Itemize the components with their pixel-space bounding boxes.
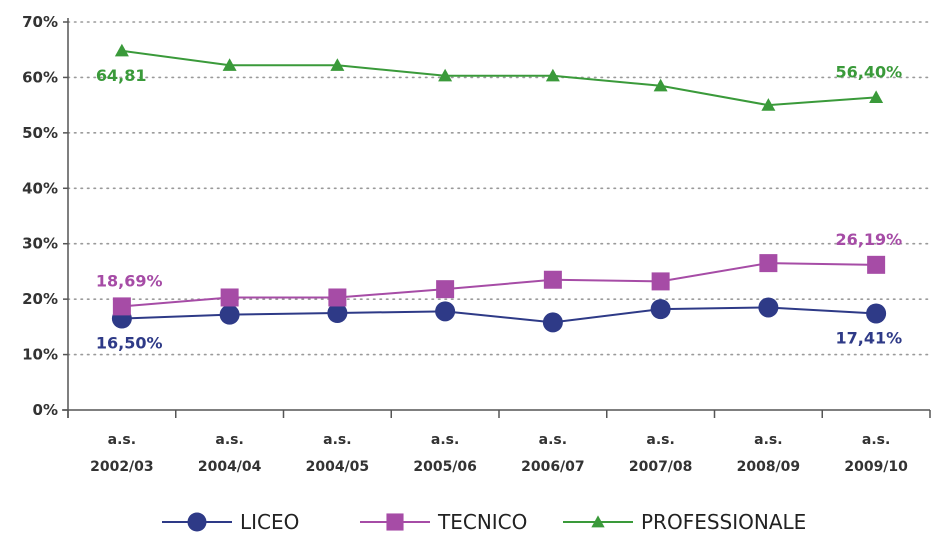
- x-tick-label: 2004/05: [306, 459, 370, 475]
- data-label: 17,41%: [835, 328, 902, 347]
- data-point-tecnico: [328, 288, 347, 307]
- x-tick-label: a.s.: [323, 432, 351, 448]
- data-point-liceo: [327, 303, 348, 323]
- x-tick-label: 2005/06: [413, 459, 477, 475]
- x-tick-label: 2002/03: [90, 459, 154, 475]
- x-tick-label: a.s.: [646, 432, 674, 448]
- x-axis-tick-labels: a.s. 2002/03 a.s. 2004/04 a.s. 2004/05 a.s. 200…: [90, 432, 908, 475]
- x-tick-label: a.s.: [431, 432, 459, 448]
- data-point-professionale: [761, 98, 776, 111]
- legend: LICEO TECNICO PROFESSIONALE: [162, 510, 806, 534]
- y-tick-label: 30%: [22, 235, 58, 253]
- data-label: 26,19%: [835, 230, 902, 249]
- data-label: 16,50%: [96, 334, 163, 353]
- data-point-tecnico: [112, 297, 131, 316]
- data-point-professionale: [330, 58, 345, 71]
- y-tick-label: 60%: [22, 68, 58, 86]
- data-point-professionale: [545, 68, 560, 82]
- data-point-professionale: [869, 90, 884, 103]
- x-tick-label: 2004/04: [198, 459, 262, 475]
- legend-marker-liceo: [187, 512, 207, 532]
- x-tick-label: 2008/09: [737, 459, 801, 475]
- data-label: 64,81: [96, 66, 147, 85]
- data-point-professionale: [222, 58, 237, 71]
- data-point-liceo: [650, 299, 671, 320]
- legend-marker-professionale: [591, 515, 605, 528]
- series-line-professionale: [121, 49, 877, 107]
- gridlines: [67, 21, 931, 356]
- y-tick-label: 20%: [22, 290, 58, 308]
- legend-label: LICEO: [240, 510, 299, 534]
- y-axis-tick-labels: 0% 10% 20% 30% 40% 50% 60% 70%: [22, 13, 58, 419]
- y-tick-label: 70%: [22, 13, 58, 31]
- y-tick-label: 0%: [33, 401, 58, 419]
- x-tick-label: a.s.: [862, 432, 890, 448]
- x-tick-label: a.s.: [215, 432, 243, 448]
- data-point-professionale: [114, 43, 129, 57]
- data-point-tecnico: [759, 254, 778, 273]
- x-tick-label: 2006/07: [521, 459, 585, 475]
- data-point-liceo: [866, 303, 887, 324]
- data-label: 56,40%: [835, 62, 902, 81]
- y-tick-label: 10%: [22, 346, 58, 364]
- data-point-liceo: [219, 304, 240, 325]
- data-point-professionale: [438, 68, 453, 82]
- y-tick-label: 40%: [22, 179, 58, 197]
- series-line-tecnico: [121, 262, 877, 308]
- data-point-liceo: [758, 297, 779, 318]
- x-tick-label: a.s.: [108, 432, 136, 448]
- series-lines: [111, 43, 887, 333]
- data-label: 18,69%: [96, 271, 163, 290]
- data-point-liceo: [542, 312, 563, 333]
- x-tick-label: 2007/08: [629, 459, 693, 475]
- y-tick-label: 50%: [22, 124, 58, 142]
- data-point-tecnico: [220, 288, 239, 307]
- x-tick-label: a.s.: [539, 432, 567, 448]
- data-point-tecnico: [651, 272, 670, 291]
- data-point-professionale: [653, 78, 668, 92]
- x-tick-label: 2009/10: [844, 459, 908, 475]
- legend-marker-tecnico: [386, 513, 404, 531]
- legend-label: TECNICO: [437, 510, 527, 534]
- data-point-tecnico: [543, 270, 562, 289]
- data-point-liceo: [435, 301, 456, 322]
- series-line-liceo: [121, 306, 877, 324]
- axes: [62, 18, 931, 418]
- data-labels: 16,50% 17,41% 18,69% 26,19% 64,81 56,40%: [96, 62, 902, 352]
- x-tick-label: a.s.: [754, 432, 782, 448]
- legend-label: PROFESSIONALE: [641, 510, 806, 534]
- data-point-tecnico: [436, 280, 455, 299]
- data-point-tecnico: [867, 255, 886, 274]
